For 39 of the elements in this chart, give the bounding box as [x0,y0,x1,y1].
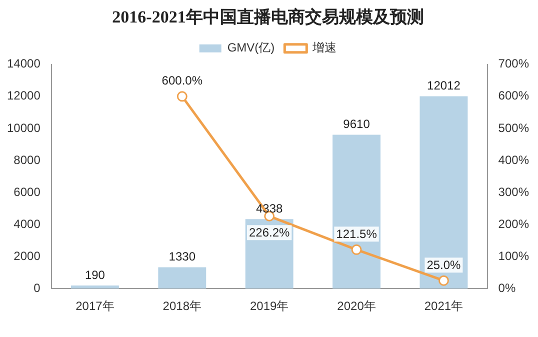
y2-tick-label: 600% [498,88,530,103]
x-tick-label: 2019年 [250,299,289,314]
data-label: 190 [84,268,106,282]
bar [70,286,119,289]
y-tick-label: 2000 [14,248,41,263]
bar [332,134,381,289]
y2-tick-label: 500% [498,120,530,135]
chart-title: 2016-2021年中国直播电商交易规模及预测 [112,8,424,27]
y-tick-label: 0 [34,280,41,295]
x-tick-label: 2018年 [162,299,202,314]
data-label: 12012 [427,78,461,93]
y2-tick-label: 700% [498,56,530,71]
data-label: 9610 [343,117,370,132]
y2-tick-label: 0% [498,280,516,295]
y-tick-label: 8000 [14,152,41,167]
y-tick-label: 4000 [14,216,41,231]
point [438,275,449,286]
legend-label: 增速 [312,40,337,55]
data-label: 25.0% [426,258,462,272]
point [351,244,362,255]
bar [158,267,206,289]
x-tick-label: 2020年 [337,299,376,314]
y2-tick-label: 200% [498,216,530,231]
y2-tick-label: 400% [498,152,530,167]
point [176,91,188,102]
y-tick-label: 10000 [6,120,41,135]
data-label: 600.0% [162,74,203,88]
data-label: 1330 [168,250,196,264]
y2-tick-label: 100% [498,248,530,263]
data-label: 226.2% [248,225,290,240]
data-label: 121.5% [336,227,378,241]
y-tick-label: 6000 [14,184,41,199]
legend-label: GMV(亿) [227,40,275,55]
y-tick-label: 14000 [6,56,41,71]
bar [420,96,468,289]
y2-tick-label: 300% [498,184,530,199]
x-tick-label: 2021年 [424,299,464,314]
y-tick-label: 12000 [6,88,41,103]
x-tick-label: 2017年 [76,299,114,314]
